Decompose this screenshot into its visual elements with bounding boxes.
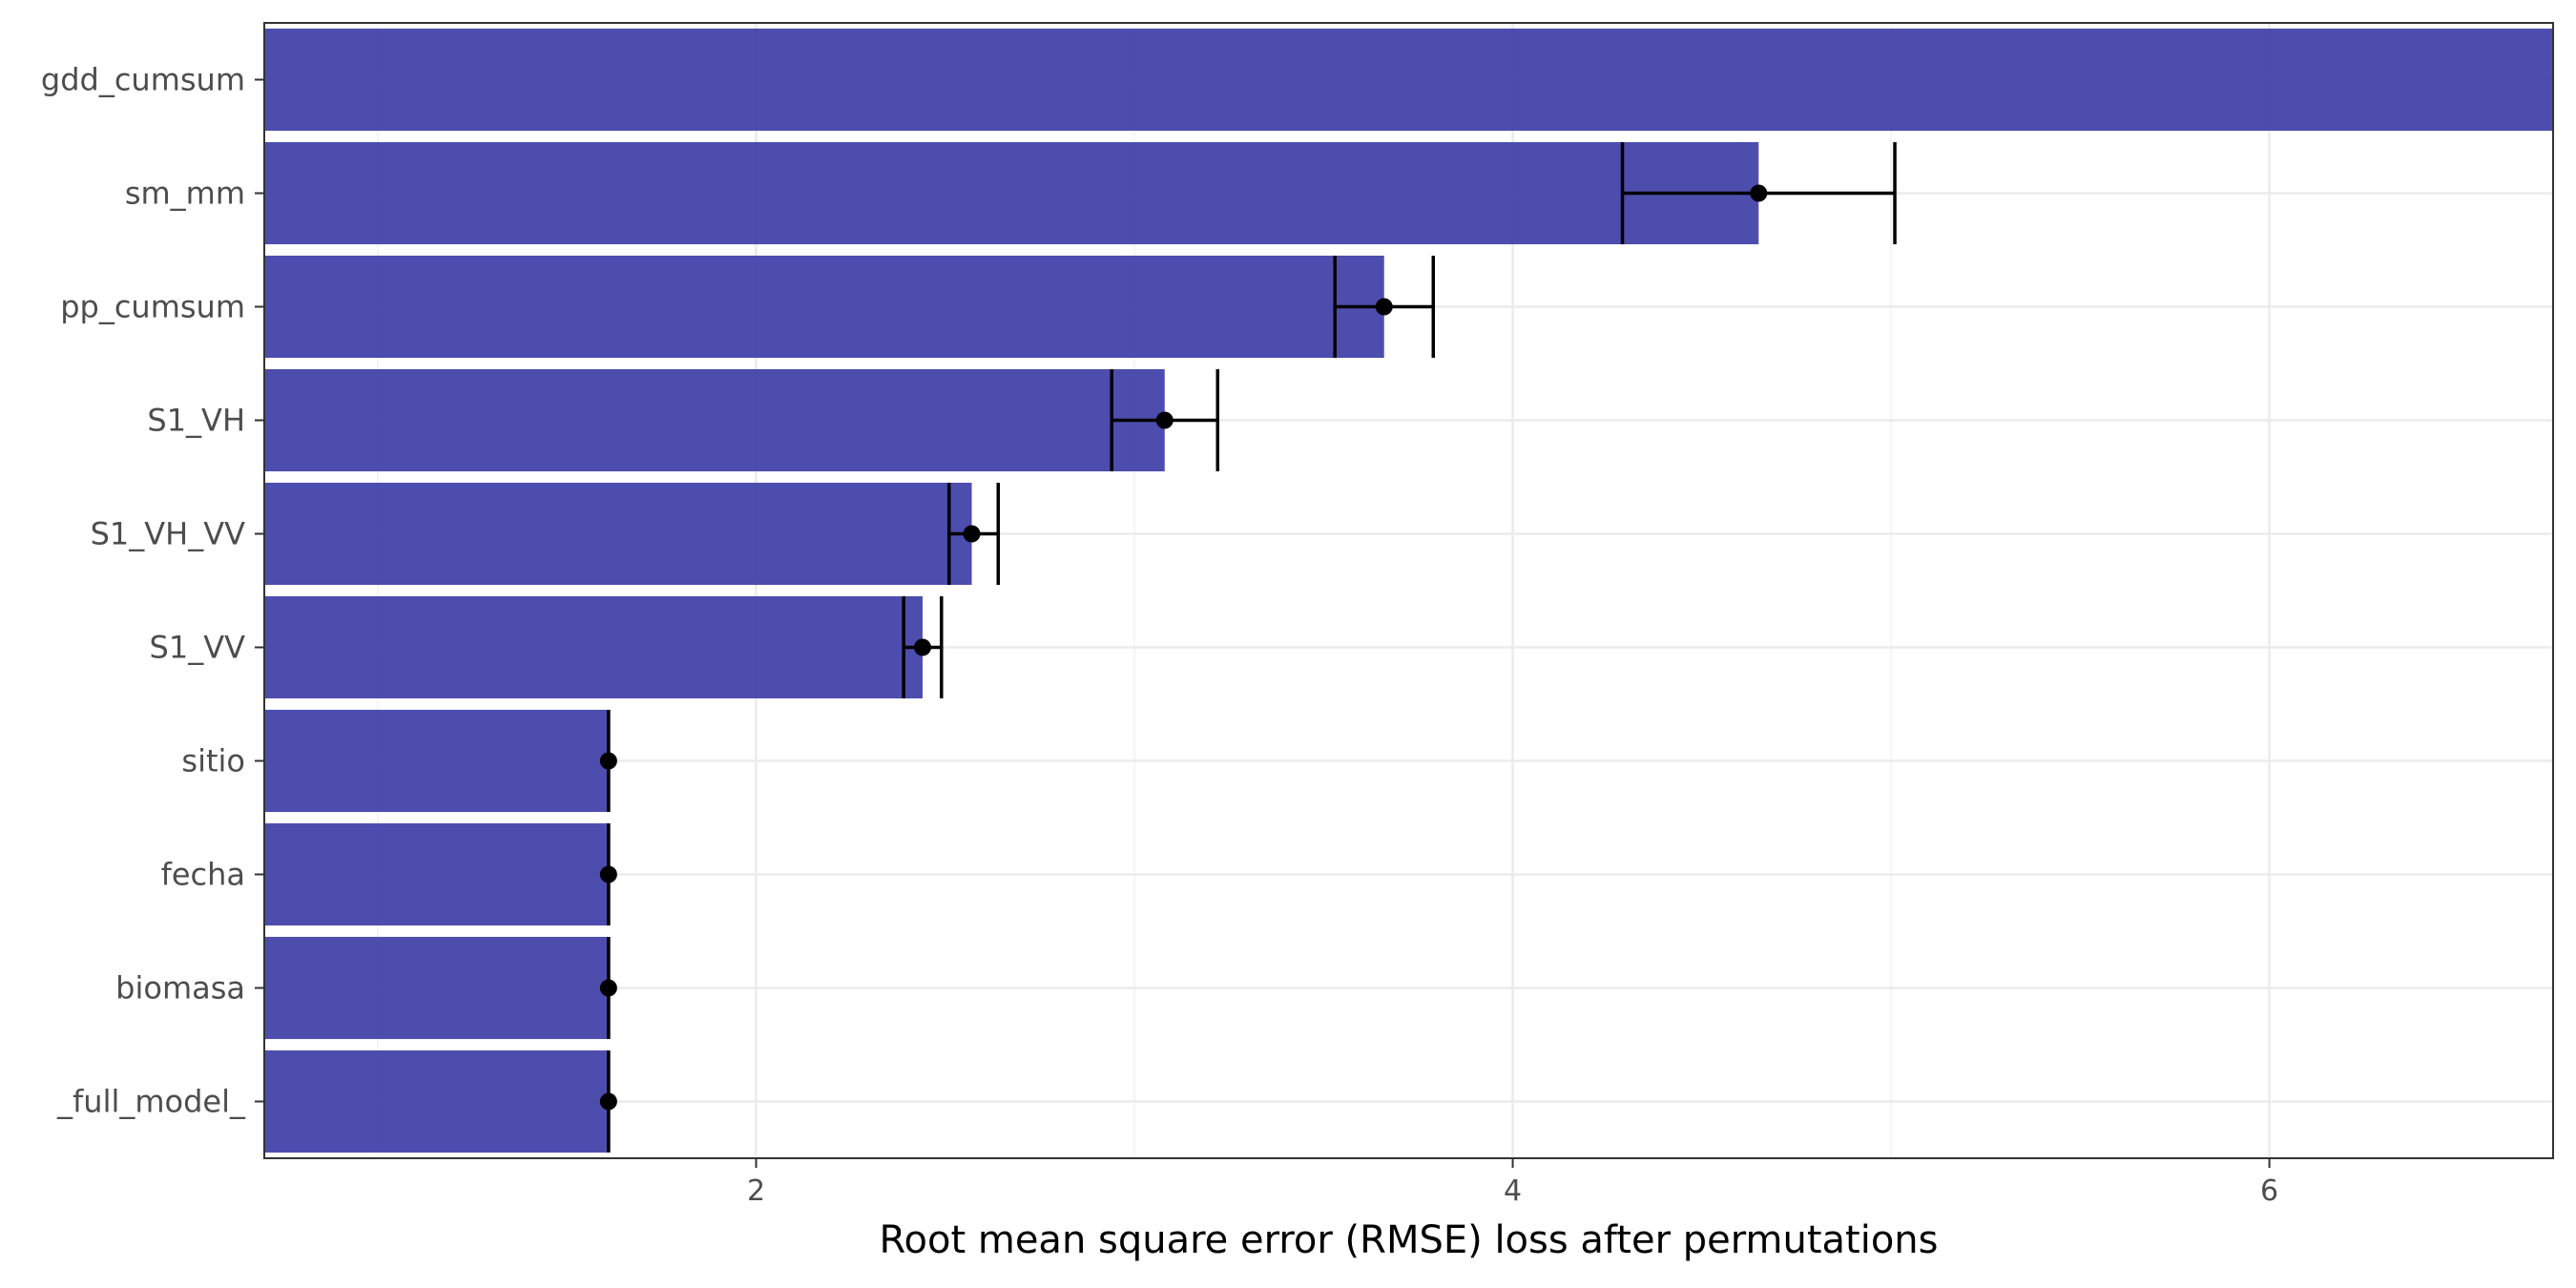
bar-sm_mm — [264, 141, 1759, 245]
x-axis: 2 4 6 — [747, 1158, 2278, 1208]
bar-S1_VH — [264, 368, 1165, 472]
y-tick-label: sitio — [181, 743, 245, 779]
y-tick-label: biomasa — [115, 970, 245, 1007]
panel-border — [263, 22, 2554, 1159]
point-S1_VH — [1155, 411, 1174, 429]
point-S1_VV — [913, 638, 931, 656]
point-S1_VH_VV — [963, 525, 981, 543]
bar-biomasa — [264, 936, 609, 1040]
x-tick-label: 4 — [1504, 1174, 1522, 1208]
x-tick-label: 6 — [2260, 1174, 2278, 1208]
x-axis-title: Root mean square error (RMSE) loss after… — [880, 1218, 1939, 1262]
y-tick-label: gdd_cumsum — [41, 62, 245, 98]
point-fecha — [599, 865, 617, 883]
bar-sitio — [264, 709, 609, 813]
y-tick-label: S1_VH — [147, 403, 245, 439]
point-sitio — [599, 752, 617, 770]
y-tick-label: fecha — [161, 857, 245, 893]
bar-S1_VH_VV — [264, 482, 972, 586]
bar-gdd_cumsum — [264, 28, 2553, 132]
bar-pp_cumsum — [264, 255, 1384, 359]
point-pp_cumsum — [1375, 298, 1393, 316]
y-axis: gdd_cumsum sm_mm pp_cumsum S1_VH S1_VH_VV S1_… — [41, 62, 264, 1120]
y-tick-label: sm_mm — [125, 176, 245, 212]
bars — [264, 28, 2553, 1153]
y-tick-label: _full_model_ — [56, 1084, 246, 1120]
point-_full_model_ — [599, 1092, 617, 1111]
y-tick-label: S1_VV — [150, 630, 246, 666]
bar-S1_VV — [264, 595, 923, 699]
point-biomasa — [599, 979, 617, 997]
point-sm_mm — [1750, 184, 1768, 202]
x-tick-label: 2 — [747, 1174, 765, 1208]
points — [599, 184, 1768, 1111]
bar-_full_model_ — [264, 1049, 609, 1153]
bar-fecha — [264, 822, 609, 926]
y-tick-label: pp_cumsum — [60, 289, 245, 325]
y-tick-label: S1_VH_VV — [91, 516, 246, 552]
